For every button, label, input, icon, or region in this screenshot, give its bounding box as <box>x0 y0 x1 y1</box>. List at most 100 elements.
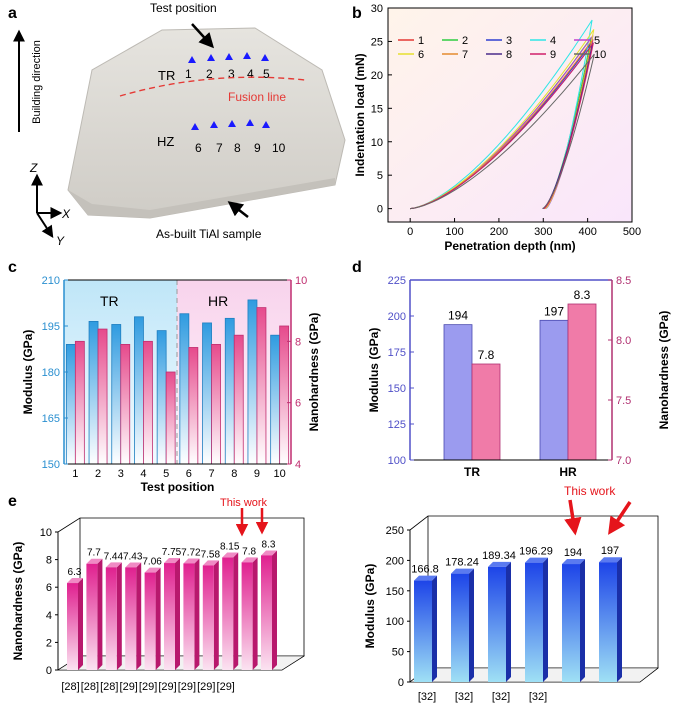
position-label: 9 <box>254 141 261 155</box>
x-tick-label-e-right: [32] <box>418 691 436 703</box>
x-tick-label-c: 7 <box>208 468 214 480</box>
x-tick-label-e-left: [28] <box>100 681 118 693</box>
x-tick-label-c: 4 <box>140 468 146 480</box>
panel-b-load-depth: b 0 100 200 300 400 500051015202530Penetratio… <box>352 3 641 253</box>
y-tick-label-d: 100 <box>388 455 406 467</box>
chart-e-right: 0 50 100 150 200 250 166.8 [32] 178.24 [32] 189.34… <box>363 515 659 703</box>
panel-e-comparison: e 0 2 4 6 8 10 6.3 [28] 7.7 [28] 7.44 [28] 7.43 [29] 7… <box>8 484 659 703</box>
x-tick-label-e-right: [32] <box>529 691 547 703</box>
y-tick-label-d: 175 <box>388 347 406 359</box>
legend-label-b: 7 <box>462 49 468 61</box>
tr-marker-1 <box>188 56 196 63</box>
x-tick-label-d: TR <box>464 465 480 479</box>
y-tick-label-e-right: 150 <box>386 586 404 598</box>
bar-e-left-8 <box>202 565 214 670</box>
axis-y-label: Y <box>56 234 65 248</box>
bar-top-e-left-5 <box>144 567 161 573</box>
position-label: 1 <box>185 67 192 81</box>
bar-side-e-left-2 <box>97 558 103 670</box>
nanohardness-bar-1 <box>74 340 85 465</box>
bar-value-label-e-left: 7.43 <box>123 551 143 562</box>
modulus-bar-7 <box>202 322 212 465</box>
y-tick-label-c: 210 <box>42 275 60 287</box>
markers-tr <box>188 52 269 63</box>
markers-hz <box>191 119 270 130</box>
y-tick-label-e-left: 10 <box>40 527 52 539</box>
legend-label-b: 8 <box>506 49 512 61</box>
nanohardness-bar-10 <box>279 325 290 465</box>
hz-marker-1 <box>191 123 199 130</box>
y-tick-label-e-left: 0 <box>46 665 52 677</box>
legend-label-b: 3 <box>506 35 512 47</box>
nanohardness-value-HR: 8.3 <box>574 288 591 302</box>
callout-arrow-right-2 <box>608 501 632 535</box>
bar-top-e-right-6 <box>599 557 622 563</box>
position-label: 4 <box>247 67 254 81</box>
y-tick-label-b: 25 <box>371 36 383 48</box>
bar-e-right-5 <box>562 564 580 682</box>
bars-d: 194 7.8 197 8.3 <box>443 288 597 461</box>
bar-value-label-e-left: 7.75 <box>162 547 182 558</box>
bar-top-e-right-3 <box>488 561 511 567</box>
y-tick-label-d: 225 <box>388 275 406 287</box>
region-tr-text: TR <box>100 293 119 309</box>
bar-e-left-2 <box>86 563 98 670</box>
bar-e-right-1 <box>414 580 432 682</box>
bar-side-e-left-7 <box>194 558 200 670</box>
hz-marker-4 <box>246 119 254 126</box>
y-right-tick-label-d: 7.0 <box>616 455 631 467</box>
modulus-bar-2 <box>88 320 99 465</box>
nanohardness-bar-5 <box>165 371 176 465</box>
bar-side-e-left-3 <box>116 562 122 670</box>
y-tick-label-b: 30 <box>371 3 383 15</box>
legend-b: 1 2 3 4 5 6 7 8 9 10 <box>398 35 606 61</box>
this-work-callout-right: This work <box>564 484 616 498</box>
position-label: 6 <box>195 141 202 155</box>
y-tick-label-e-left: 2 <box>46 637 52 649</box>
y-tick-label-b: 5 <box>377 170 383 182</box>
bar-side-e-right-1 <box>432 575 437 682</box>
x-tick-label-e-right: [32] <box>492 691 510 703</box>
tr-marker-3 <box>225 53 233 60</box>
y-tick-label-e-left: 4 <box>46 610 52 622</box>
modulus-value-HR: 197 <box>544 304 564 318</box>
y-tick-label-b: 0 <box>377 204 383 216</box>
modulus-bar-1 <box>65 343 76 465</box>
y-tick-label-e-right: 100 <box>386 616 404 628</box>
position-label: 2 <box>206 67 213 81</box>
bar-value-label-e-left: 7.06 <box>142 557 162 568</box>
axes-d: 100 125 150 175 200 225 7.0 7.5 8.0 8.5 TR HR Modulu… <box>367 275 671 479</box>
bar-e-left-7 <box>183 563 195 670</box>
x-tick-label-c: 5 <box>163 468 169 480</box>
test-position-arrow <box>191 23 215 49</box>
sample-arrow <box>227 201 249 218</box>
x-tick-label-e-left: [29] <box>217 681 235 693</box>
y-tick-label-e-right: 50 <box>392 647 404 659</box>
x-tick-label-e-left: [29] <box>139 681 157 693</box>
tial-sample-edge <box>68 178 335 218</box>
chart-e-left: 0 2 4 6 8 10 6.3 [28] 7.7 [28] 7.44 [28] 7.43 [29] 7.0… <box>11 517 306 693</box>
bar-side-e-right-5 <box>580 559 585 682</box>
y-right-tick-label-c: 8 <box>295 336 301 348</box>
y-tick-label-e-right: 200 <box>386 555 404 567</box>
bar-top-e-left-6 <box>164 558 180 564</box>
region-hz-label: HZ <box>157 134 174 149</box>
nanohardness-bar-4 <box>143 340 153 465</box>
bar-value-label-e-left: 7.58 <box>201 549 221 560</box>
hz-marker-2 <box>210 121 218 128</box>
x-axis-label-b: Penetration depth (nm) <box>444 239 575 253</box>
tr-marker-4 <box>243 52 251 59</box>
modulus-value-TR: 194 <box>448 309 468 323</box>
x-tick-label-c: 9 <box>254 468 260 480</box>
y-right-tick-label-c: 6 <box>295 398 301 410</box>
bar-side-e-right-2 <box>469 568 474 682</box>
bar-side-e-left-6 <box>175 558 180 670</box>
modulus-bar-5 <box>156 330 167 465</box>
x-tick-label-b: 0 <box>407 226 413 238</box>
axis-y-arrow <box>36 212 54 239</box>
bar-top-e-right-5 <box>562 559 585 565</box>
bar-side-e-left-8 <box>213 560 219 670</box>
y-axis-label-e-left: Nanohardness (GPa) <box>11 542 25 661</box>
